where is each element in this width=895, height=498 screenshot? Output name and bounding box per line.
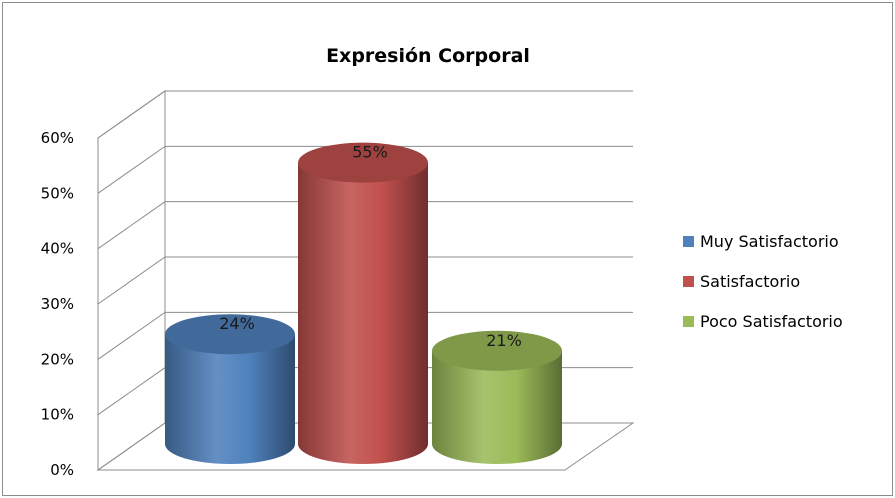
- bar-top: [165, 314, 295, 355]
- y-tick-label: 20%: [41, 350, 74, 368]
- bars: [165, 142, 562, 464]
- gridline: [97, 256, 633, 305]
- bar-body: [165, 334, 295, 464]
- legend: Muy Satisfactorio Satisfactorio Poco Satis…: [683, 232, 843, 331]
- chart-title: Expresión Corporal: [326, 45, 530, 67]
- y-axis: 0% 10% 20% 30% 40% 50% 60%: [41, 129, 74, 479]
- y-tick-label: 60%: [41, 129, 74, 147]
- bar-2: [432, 330, 562, 464]
- legend-swatch: [683, 316, 694, 327]
- gridline: [97, 201, 633, 250]
- y-tick-label: 0%: [50, 461, 74, 479]
- bar-top: [298, 142, 428, 183]
- floor: [96, 422, 635, 471]
- y-tick-label: 50%: [41, 184, 74, 202]
- y-tick-label: 30%: [41, 295, 74, 313]
- gridline: [97, 90, 633, 139]
- legend-label: Poco Satisfactorio: [700, 312, 843, 331]
- bar-body: [298, 162, 428, 464]
- gridlines: [97, 90, 633, 416]
- data-labels: 24% 55% 21%: [219, 143, 522, 350]
- bar-1: [298, 142, 428, 464]
- bar-0: [165, 314, 295, 464]
- bar-top: [432, 330, 562, 371]
- data-label: 55%: [352, 143, 388, 162]
- legend-label: Muy Satisfactorio: [700, 232, 839, 251]
- legend-swatch: [683, 236, 694, 247]
- y-tick-label: 40%: [41, 240, 74, 258]
- legend-swatch: [683, 276, 694, 287]
- legend-label: Satisfactorio: [700, 272, 800, 291]
- gridline: [97, 311, 633, 360]
- data-label: 21%: [486, 331, 522, 350]
- y-tick-label: 10%: [41, 406, 74, 424]
- bar-body: [432, 350, 562, 464]
- gridline: [97, 145, 633, 194]
- data-label: 24%: [219, 314, 255, 333]
